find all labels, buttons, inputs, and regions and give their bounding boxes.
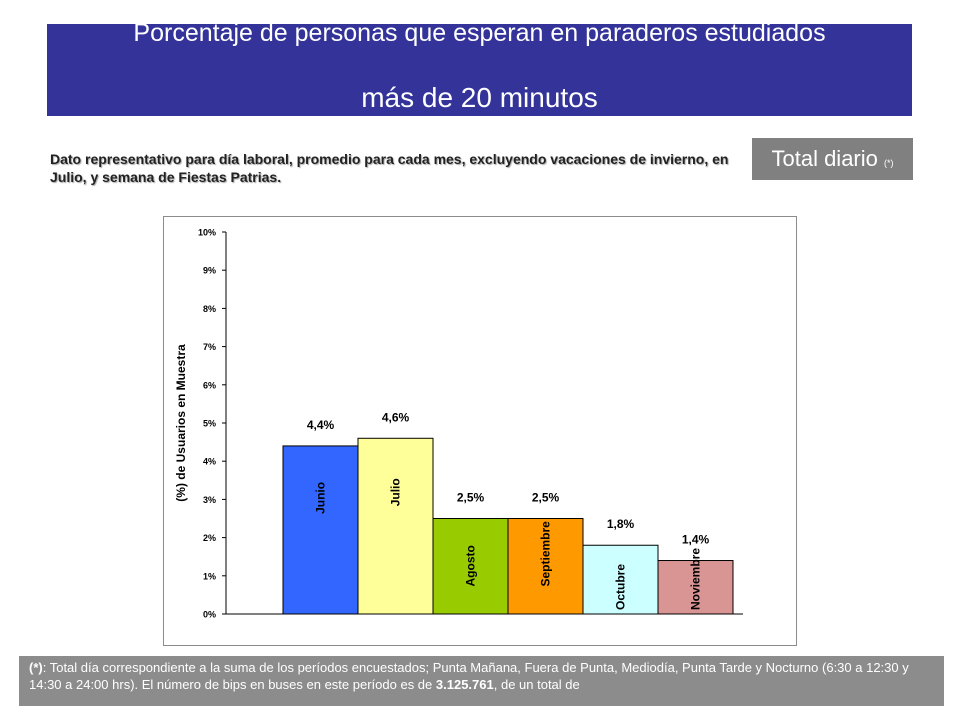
bar [507,518,584,615]
category-label: Noviembre [689,548,703,610]
total-diario-badge: Total diario (*) [752,138,913,180]
bar-chart: 0% 1% 2% 3% 4% 5% 6% 7% 8% 9% 10% (%) de Usuarios e… [174,228,743,620]
title-banner: Porcentaje de personas que esperan en pa… [47,24,912,116]
y-tick-label: 10% [198,228,216,238]
bar [282,445,359,615]
page-title-emphasis: más de 20 minutos [361,82,598,113]
y-tick-label: 6% [203,380,216,390]
footnote-marker: (*) [29,660,43,675]
y-tick-label: 4% [203,457,216,467]
category-label: Octubre [614,564,628,610]
total-diario-marker: (*) [884,158,894,168]
y-tick-label: 5% [203,419,216,429]
y-tick-label: 8% [203,304,216,314]
data-label: 4,6% [382,410,410,424]
y-tick-label: 1% [203,571,216,581]
y-tick-label: 9% [203,266,216,276]
total-diario-label: Total diario [771,146,878,171]
y-tick-label: 0% [203,610,216,620]
data-label: 2,5% [532,491,560,505]
y-axis-title: (%) de Usuarios en Muestra [174,344,188,502]
category-label: Agosto [464,545,478,586]
data-label: 4,4% [307,418,335,432]
y-tick-label: 2% [203,533,216,543]
bar-chart-frame: 0% 1% 2% 3% 4% 5% 6% 7% 8% 9% 10% (%) de Usuarios e… [163,216,797,646]
y-tick-label: 3% [203,495,216,505]
bar [432,518,509,615]
representative-data-note: Dato representativo para día laboral, pr… [50,151,729,185]
footnote-text: : Total día correspondiente a la suma de… [29,660,909,692]
category-label: Septiembre [539,521,553,587]
bar [357,437,434,615]
data-label: 2,5% [457,491,485,505]
data-label: 1,8% [607,517,635,531]
category-label: Julio [389,478,403,506]
footnote-box: (*): Total día correspondiente a la suma… [19,656,944,706]
y-tick-label: 7% [203,342,216,352]
page-title: Porcentaje de personas que esperan en pa… [133,24,826,47]
data-label: 1,4% [682,533,710,547]
bar [657,560,734,615]
footnote-text-tail: , de un total de [493,677,580,692]
bar [582,544,659,615]
footnote-bips-count: 3.125.761 [435,677,494,692]
category-label: Junio [314,482,328,514]
